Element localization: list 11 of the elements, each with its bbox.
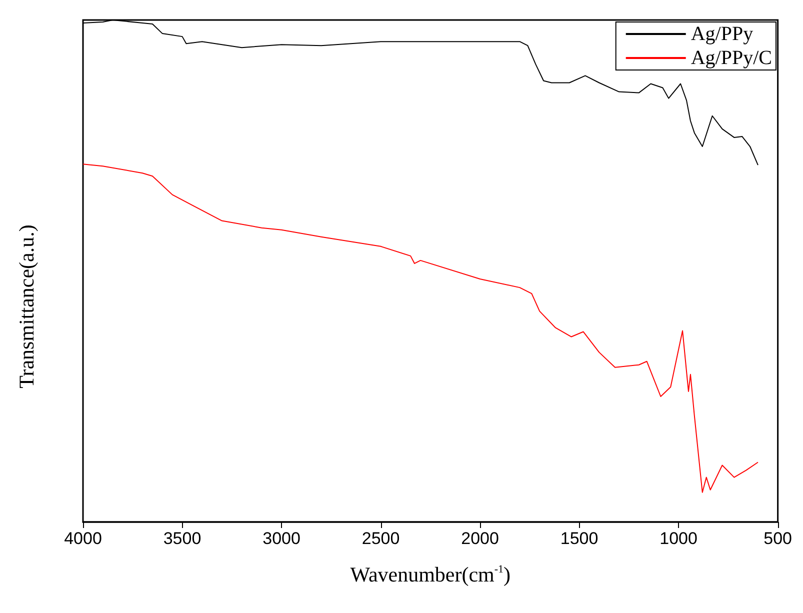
- x-tick-label: 4000: [64, 529, 102, 548]
- x-tick-label: 3500: [163, 529, 202, 548]
- x-tick-label: 500: [764, 529, 792, 548]
- x-tick-label: 3000: [262, 529, 300, 548]
- x-tick-label: 2000: [461, 529, 499, 548]
- legend-label: Ag/PPy: [690, 23, 754, 45]
- y-axis-title: Transmittance(a.u.): [14, 224, 38, 388]
- x-tick-label: 1000: [660, 529, 698, 548]
- legend-label: Ag/PPy/C: [690, 47, 772, 69]
- x-tick-label: 1500: [560, 529, 598, 548]
- x-tick-label: 2500: [362, 529, 400, 548]
